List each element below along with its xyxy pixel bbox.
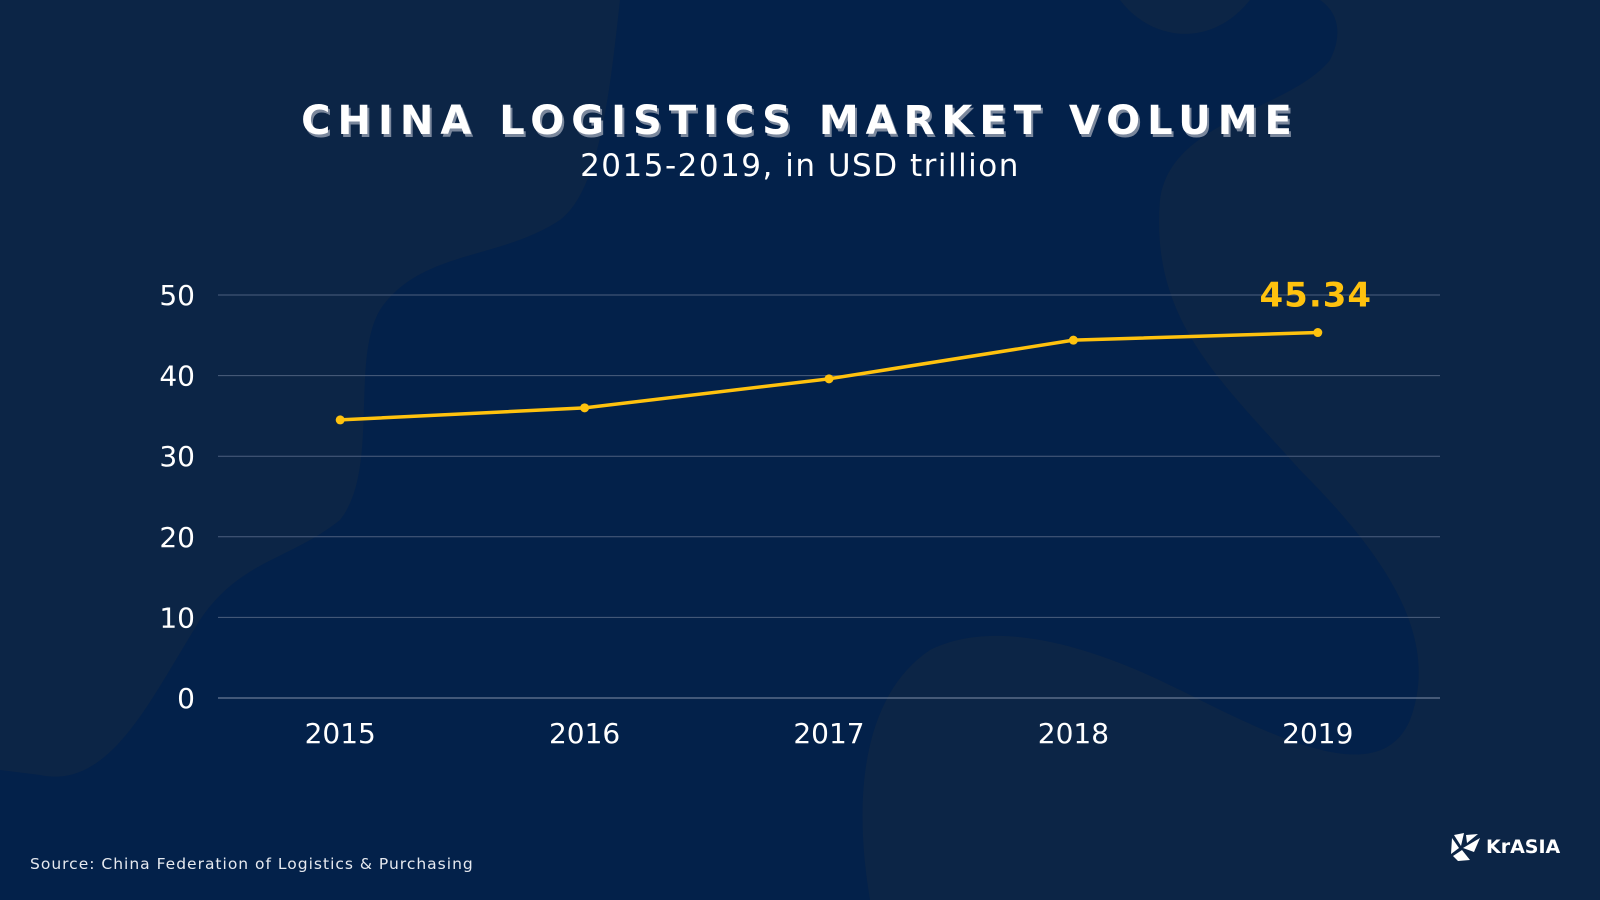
krasia-logo-icon bbox=[1451, 833, 1480, 861]
data-point bbox=[335, 415, 345, 425]
background-blob bbox=[0, 0, 1419, 900]
source-note: Source: China Federation of Logistics & … bbox=[30, 855, 474, 873]
background-blob-top bbox=[1120, 0, 1250, 34]
highlight-value-label: 45.34 bbox=[1260, 276, 1373, 316]
data-point bbox=[824, 374, 834, 384]
chart-title: CHINA LOGISTICS MARKET VOLUME bbox=[301, 98, 1299, 144]
y-tick-label: 40 bbox=[159, 360, 195, 393]
krasia-logo: KrASIA bbox=[1450, 832, 1560, 862]
data-point bbox=[1313, 328, 1323, 338]
y-tick-label: 0 bbox=[177, 682, 195, 715]
x-tick-label: 2018 bbox=[1038, 717, 1109, 750]
x-tick-label: 2016 bbox=[549, 717, 620, 750]
y-axis-ticks: 0 10 20 30 40 50 bbox=[159, 279, 195, 715]
x-axis-ticks: 2015 2016 2017 2018 2019 bbox=[305, 717, 1354, 750]
chart-subtitle: 2015-2019, in USD trillion bbox=[580, 148, 1020, 184]
logo-text: KrASIA bbox=[1486, 836, 1561, 858]
data-point bbox=[580, 403, 590, 413]
y-tick-label: 50 bbox=[159, 279, 195, 312]
y-tick-label: 30 bbox=[159, 440, 195, 473]
data-point bbox=[1068, 335, 1078, 345]
x-tick-label: 2019 bbox=[1282, 717, 1353, 750]
x-tick-label: 2017 bbox=[793, 717, 864, 750]
y-tick-label: 10 bbox=[159, 601, 195, 634]
x-tick-label: 2015 bbox=[305, 717, 376, 750]
gridlines bbox=[218, 294, 1440, 699]
data-points bbox=[335, 328, 1323, 425]
y-tick-label: 20 bbox=[159, 521, 195, 554]
